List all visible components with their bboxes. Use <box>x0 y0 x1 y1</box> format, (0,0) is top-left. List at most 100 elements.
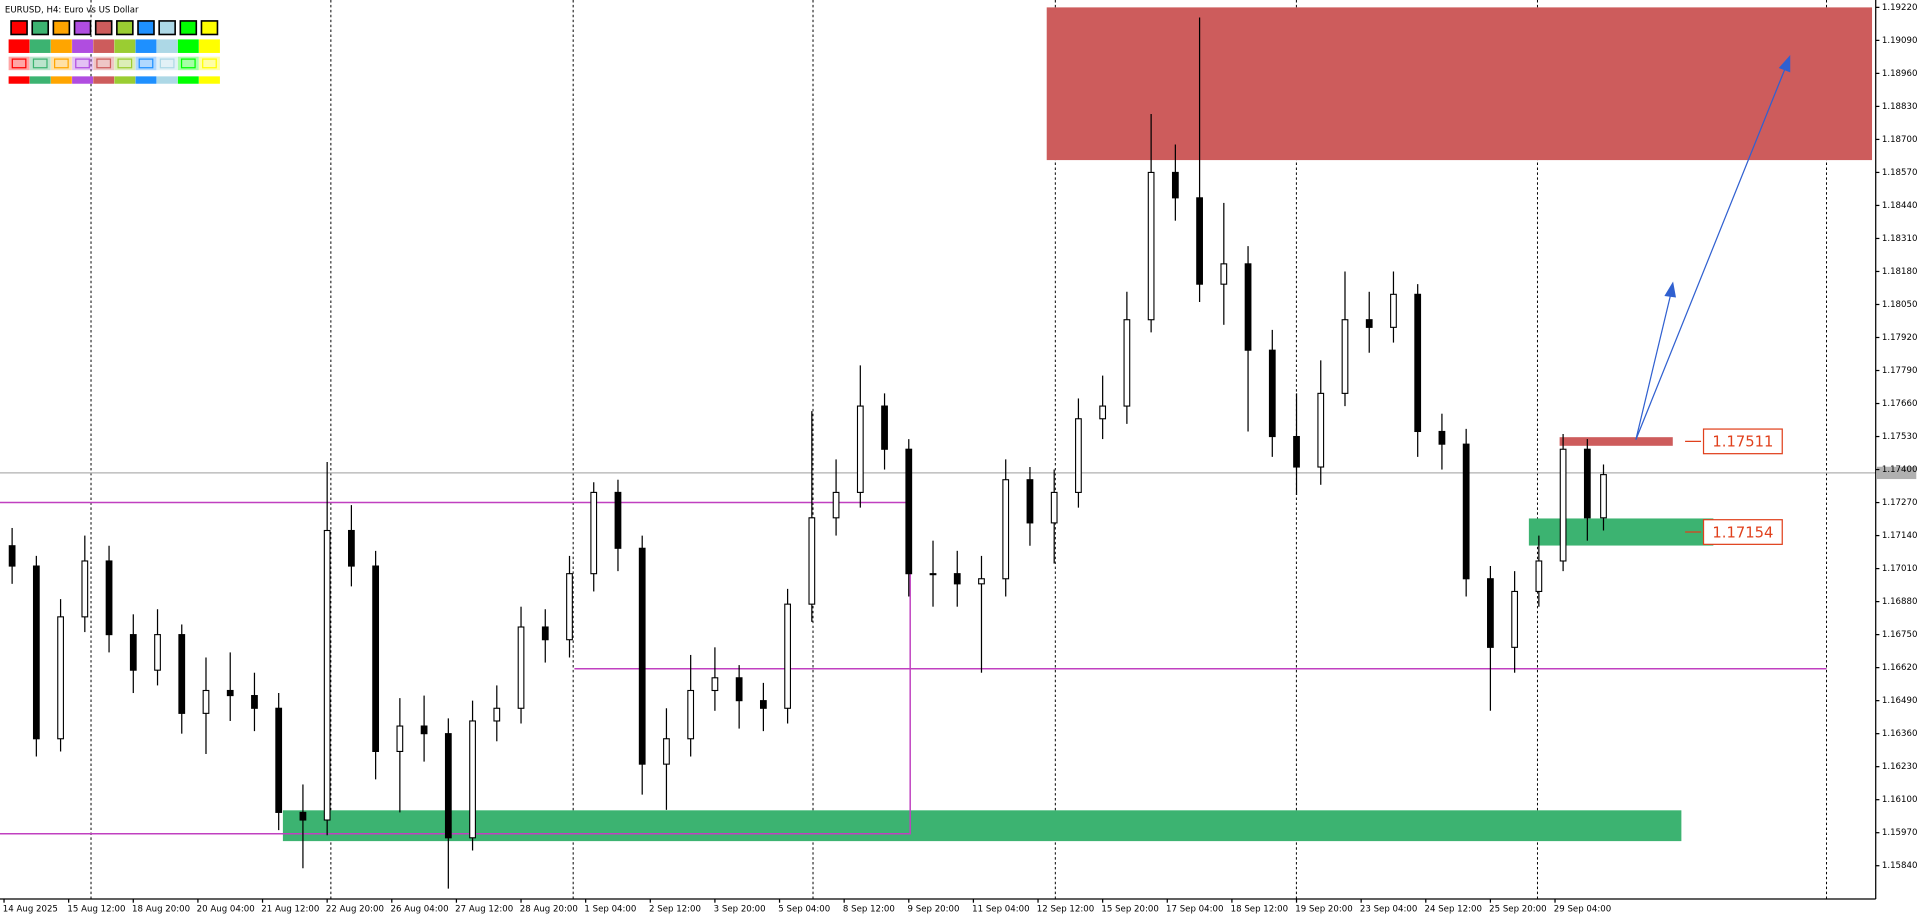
palette-swatch <box>50 56 72 71</box>
palette-swatch <box>202 58 217 69</box>
y-tick-label: 1.17790 <box>1882 366 1918 376</box>
x-tick-label: 24 Sep 12:00 <box>1425 904 1482 914</box>
candle-body <box>1583 448 1591 519</box>
candle-body <box>881 405 888 450</box>
candle-body <box>8 545 16 567</box>
candle-body <box>57 616 64 740</box>
level-box <box>1702 428 1783 455</box>
candle-body <box>420 725 428 735</box>
palette-swatch <box>177 39 199 53</box>
candle-body <box>1196 197 1203 285</box>
palette-swatch <box>199 56 220 71</box>
candle-body <box>1075 418 1082 493</box>
candle-body <box>1002 479 1010 580</box>
x-tick-label: 26 Aug 04:00 <box>391 904 449 914</box>
x-tick-label: 17 Sep 04:00 <box>1166 904 1223 914</box>
demand-zone <box>282 810 1682 842</box>
x-tick-label: 8 Sep 12:00 <box>843 904 895 914</box>
candle-body <box>469 720 476 839</box>
palette-swatch[interactable] <box>52 20 71 36</box>
candle-body <box>1487 578 1494 648</box>
y-tick-label: 1.17400 <box>1882 465 1918 475</box>
candle-body <box>1050 491 1058 524</box>
x-tick-label: 21 Aug 12:00 <box>261 904 319 914</box>
y-tick-label: 1.16230 <box>1882 762 1918 772</box>
candle-body <box>1511 590 1519 648</box>
candle-body <box>1341 319 1349 394</box>
palette-swatch <box>156 76 178 84</box>
candle-body <box>396 725 404 752</box>
candle-body <box>590 491 598 575</box>
y-tick-label: 1.19090 <box>1882 36 1918 46</box>
candle-body <box>759 700 767 709</box>
palette-swatch <box>8 39 30 53</box>
candle-body <box>638 547 646 765</box>
y-tick-label: 1.17270 <box>1882 498 1918 508</box>
candle-body <box>202 689 210 714</box>
y-tick-label: 1.17920 <box>1882 333 1918 343</box>
y-tick-label: 1.18440 <box>1882 201 1918 211</box>
candle-body <box>323 529 331 821</box>
palette-swatch[interactable] <box>158 20 176 36</box>
candle-body <box>493 707 501 722</box>
palette-swatch[interactable] <box>10 20 28 36</box>
palette-swatch <box>93 39 115 53</box>
palette-swatch <box>29 56 51 71</box>
x-tick-label: 29 Sep 04:00 <box>1554 904 1611 914</box>
candle-body <box>1099 405 1107 420</box>
candle-body <box>1414 293 1422 433</box>
palette-swatch <box>135 56 157 71</box>
candle-body <box>1559 448 1567 562</box>
palette-swatch <box>50 39 72 53</box>
y-tick-label: 1.17660 <box>1882 399 1918 409</box>
candle-body <box>1244 263 1252 351</box>
y-tick-label: 1.16750 <box>1882 630 1918 640</box>
palette-swatch <box>138 58 154 69</box>
palette-swatch[interactable] <box>137 20 155 36</box>
palette-swatch[interactable] <box>73 20 92 36</box>
candle-body <box>1438 430 1446 445</box>
color-palette[interactable] <box>8 20 220 84</box>
palette-swatch <box>29 76 51 84</box>
candle-body <box>81 560 89 618</box>
palette-swatch <box>72 56 93 71</box>
y-tick-label: 1.15970 <box>1882 828 1918 838</box>
y-tick-label: 1.15840 <box>1882 861 1918 871</box>
x-tick-label: 3 Sep 20:00 <box>714 904 766 914</box>
palette-swatch[interactable] <box>116 20 134 36</box>
candle-body <box>711 677 719 692</box>
y-tick-label: 1.16490 <box>1882 696 1918 706</box>
palette-swatch <box>114 76 136 84</box>
candle-body <box>566 573 573 641</box>
y-tick-label: 1.16620 <box>1882 663 1918 673</box>
palette-swatch[interactable] <box>200 20 219 36</box>
candle-body <box>905 448 913 575</box>
x-tick-label: 15 Aug 12:00 <box>67 904 125 914</box>
candle-body <box>978 578 985 585</box>
palette-swatch <box>8 76 30 84</box>
x-tick-label: 19 Sep 20:00 <box>1295 904 1352 914</box>
palette-swatch <box>199 76 220 84</box>
palette-swatch <box>159 58 175 69</box>
x-tick-label: 25 Sep 20:00 <box>1489 904 1546 914</box>
palette-swatch[interactable] <box>94 20 113 36</box>
y-tick-label: 1.17140 <box>1882 531 1918 541</box>
level-label: 1.17511 <box>1712 434 1773 451</box>
candle-body <box>105 560 113 636</box>
palette-swatch[interactable] <box>179 20 198 36</box>
x-tick-label: 18 Aug 20:00 <box>132 904 190 914</box>
palette-swatch[interactable] <box>31 20 50 36</box>
y-tick-label: 1.16100 <box>1882 795 1918 805</box>
candle-body <box>735 677 743 702</box>
palette-swatch <box>156 39 178 53</box>
x-tick-label: 28 Aug 20:00 <box>520 904 578 914</box>
candle-body <box>129 634 137 671</box>
palette-swatch <box>177 56 199 71</box>
supply-zone <box>1046 7 1873 161</box>
candle-body <box>1390 293 1397 328</box>
candle-body <box>1220 263 1228 285</box>
candle-body <box>517 626 525 709</box>
x-tick-label: 22 Aug 20:00 <box>326 904 384 914</box>
x-tick-label: 12 Sep 12:00 <box>1037 904 1094 914</box>
candle-body <box>32 565 40 740</box>
